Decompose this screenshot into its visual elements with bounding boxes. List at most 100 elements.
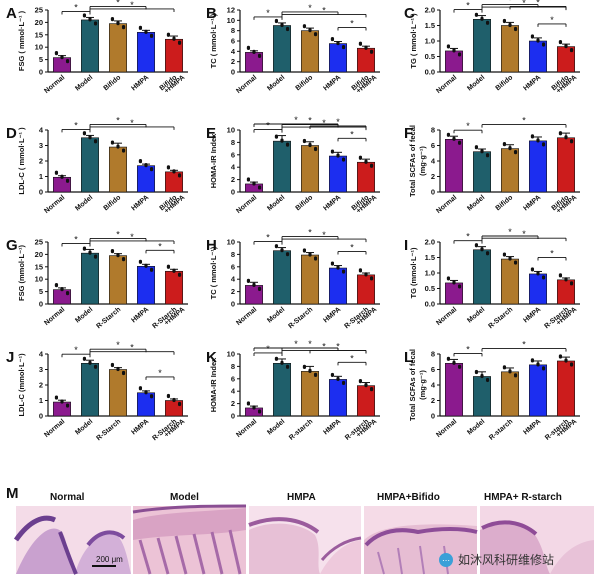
bar-h	[301, 254, 319, 305]
y-tick-label-a: 15	[35, 30, 43, 39]
data-point-g	[138, 260, 143, 264]
data-point-c	[513, 27, 518, 32]
data-point-b	[280, 23, 284, 28]
data-point-h	[285, 253, 290, 257]
y-axis-label2-f: (mg·g⁻¹)	[418, 146, 427, 176]
y-axis-label2-l: (mg·g⁻¹)	[418, 370, 427, 400]
data-point-e	[358, 156, 363, 160]
y-tick-label-a: 25	[35, 6, 43, 15]
data-point-e	[336, 154, 340, 158]
data-point-b	[358, 42, 363, 46]
data-point-a	[88, 18, 92, 22]
data-point-g	[121, 258, 126, 262]
x-tick-label-k: HMPA	[322, 418, 342, 436]
y-tick-label-g: 10	[35, 275, 43, 284]
y-tick-label-c: 0.0	[425, 68, 435, 77]
significance-star-e: *	[322, 118, 326, 128]
y-tick-label-g: 20	[35, 250, 43, 259]
significance-star-b: *	[266, 8, 270, 18]
significance-star-d: *	[74, 120, 78, 130]
significance-star-e: *	[350, 129, 354, 139]
data-point-k	[302, 365, 307, 369]
y-tick-label-k: 10	[227, 350, 235, 359]
data-point-e	[313, 147, 318, 152]
data-point-h	[257, 287, 262, 291]
data-point-l	[541, 367, 546, 371]
data-point-b	[274, 19, 279, 24]
y-tick-label-a: 0	[39, 68, 43, 77]
y-tick-label-j: 0	[39, 412, 43, 421]
x-tick-label-i: HMPA	[522, 306, 542, 324]
bar-g	[109, 255, 127, 305]
bar-g	[81, 252, 99, 305]
data-point-c	[564, 44, 568, 49]
significance-star-c: *	[522, 0, 526, 8]
data-point-c	[530, 35, 535, 39]
data-point-b	[285, 27, 290, 32]
data-point-h	[369, 277, 374, 281]
panel-letter-c: C	[404, 5, 415, 22]
bar-c	[473, 18, 491, 73]
data-point-b	[330, 37, 335, 42]
significance-star-j: *	[74, 345, 78, 355]
data-point-e	[280, 139, 284, 143]
x-tick-label-b: Normal	[235, 74, 258, 95]
data-point-i	[536, 272, 540, 276]
data-point-k	[313, 373, 318, 377]
significance-star-h: *	[322, 230, 326, 240]
data-point-b	[369, 50, 374, 54]
significance-star-j: *	[116, 340, 120, 350]
data-point-l	[485, 378, 490, 383]
bar-i	[473, 249, 491, 305]
data-point-h	[313, 257, 318, 261]
data-point-j	[138, 387, 143, 391]
y-tick-label-h: 0	[231, 300, 235, 309]
bar-i	[501, 258, 519, 305]
x-tick-label-j: Model	[74, 418, 94, 436]
data-point-d	[149, 168, 154, 172]
significance-star-j: *	[158, 368, 162, 378]
y-axis-label-e: HOMA-IR Index	[209, 133, 218, 188]
bar-l	[445, 362, 463, 417]
data-point-d	[166, 166, 171, 170]
bar-k	[273, 362, 291, 417]
y-tick-label-f: 4	[431, 157, 436, 166]
significance-star-b: *	[308, 3, 312, 13]
data-point-f	[446, 133, 451, 137]
data-point-a	[149, 34, 154, 38]
x-tick-label-i: Model	[466, 306, 486, 324]
data-point-h	[246, 279, 251, 283]
bar-b	[301, 30, 319, 73]
data-point-j	[54, 396, 59, 400]
data-point-e	[257, 186, 262, 190]
data-point-b	[341, 45, 346, 50]
data-point-i	[457, 285, 462, 289]
significance-star-c: *	[508, 0, 512, 6]
data-point-k	[330, 373, 335, 378]
data-point-g	[144, 264, 148, 268]
y-tick-label-e: 10	[227, 126, 235, 135]
y-tick-label-l: 4	[431, 381, 436, 390]
data-point-g	[116, 254, 120, 258]
y-tick-label-g: 15	[35, 262, 43, 271]
significance-star-e: *	[336, 117, 340, 127]
panel-letter-a: A	[6, 5, 17, 22]
y-tick-label-k: 2	[231, 399, 235, 408]
data-point-i	[485, 252, 490, 256]
x-tick-label-c: HMPA	[522, 74, 542, 92]
data-point-l	[530, 359, 535, 363]
data-point-d	[88, 136, 92, 140]
panel-letter-j: J	[6, 349, 14, 366]
data-point-g	[177, 273, 182, 277]
data-point-d	[172, 170, 176, 174]
data-point-j	[177, 402, 182, 407]
bar-f	[557, 137, 575, 193]
y-tick-label-c: 1.5	[425, 21, 435, 30]
significance-star-i: *	[522, 229, 526, 239]
x-tick-label-i: Normal	[435, 306, 458, 327]
data-point-a	[110, 18, 115, 22]
data-point-a	[60, 56, 64, 60]
bar-a	[137, 32, 155, 73]
data-point-l	[508, 370, 512, 374]
bar-d	[81, 137, 99, 193]
